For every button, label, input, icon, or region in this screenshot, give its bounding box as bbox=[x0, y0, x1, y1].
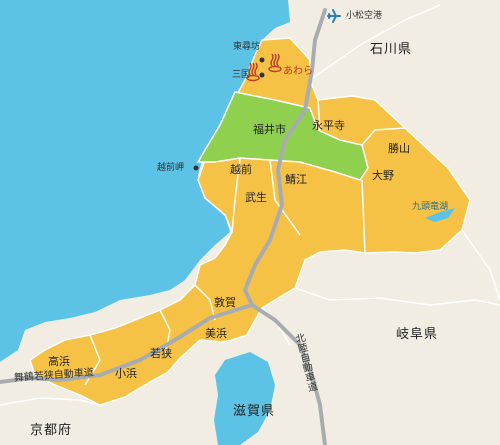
hokuriku-expressway bbox=[242, 8, 327, 445]
label-komatsu-airport: 小松空港 bbox=[346, 11, 383, 21]
airplane-icon bbox=[327, 9, 341, 23]
highways bbox=[0, 8, 327, 445]
label-gifu: 岐阜県 bbox=[396, 327, 439, 342]
label-tsuruga: 敦賀 bbox=[214, 296, 236, 309]
label-kyoto: 京都府 bbox=[30, 423, 73, 438]
tojinbo-marker bbox=[259, 57, 265, 63]
lake-kuzuryu bbox=[425, 208, 455, 222]
label-echizen: 越前 bbox=[230, 163, 252, 176]
label-katsuyama: 勝山 bbox=[388, 142, 410, 155]
label-takefu: 武生 bbox=[245, 191, 267, 204]
label-wakasa: 若狭 bbox=[150, 347, 172, 360]
label-mihama: 美浜 bbox=[205, 327, 227, 340]
label-mikuni: 三国 bbox=[232, 70, 251, 80]
label-obama: 小浜 bbox=[115, 367, 137, 380]
label-echizen-cape: 越前岬 bbox=[157, 163, 185, 173]
fukui-prefecture bbox=[29, 37, 471, 406]
label-kuzuryu-lake: 九頭竜湖 bbox=[412, 202, 449, 212]
label-takahama: 高浜 bbox=[48, 355, 70, 368]
lake-biwa bbox=[214, 352, 275, 445]
label-eiheiji: 永平寺 bbox=[312, 119, 345, 132]
maizuru-wakasa-expressway bbox=[0, 303, 254, 384]
hot-spring-icon bbox=[268, 53, 282, 73]
label-ishikawa: 石川県 bbox=[370, 42, 413, 57]
label-sabae: 鯖江 bbox=[285, 173, 307, 186]
municipal-borders bbox=[84, 99, 406, 386]
fukui-city-region bbox=[196, 91, 369, 181]
mikuni-marker bbox=[259, 72, 265, 78]
label-tojinbo: 東尋坊 bbox=[233, 42, 261, 52]
label-fukui-city: 福井市 bbox=[253, 123, 286, 136]
label-ono: 大野 bbox=[372, 169, 394, 182]
hot-spring-icon-awara bbox=[246, 62, 260, 82]
label-shiga: 滋賀県 bbox=[233, 404, 276, 419]
echizen-cape-marker bbox=[193, 165, 199, 171]
label-awara: あわら bbox=[283, 66, 313, 77]
